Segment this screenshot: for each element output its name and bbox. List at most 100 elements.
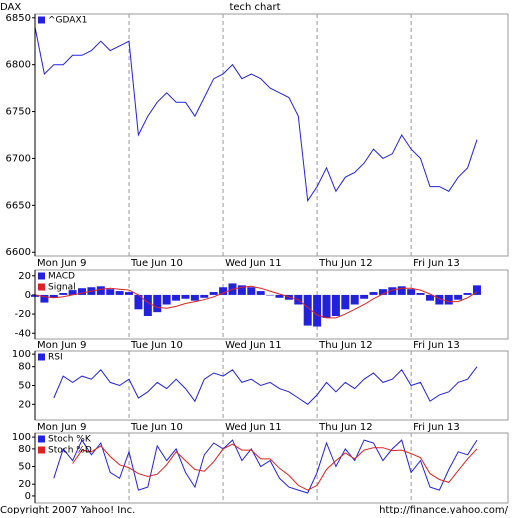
legend-swatch bbox=[38, 446, 45, 454]
series-line bbox=[34, 27, 478, 203]
histogram-bar bbox=[378, 289, 387, 295]
copyright: Copyright 2007 Yahoo! Inc. bbox=[0, 505, 135, 514]
x-tick-label: Thu Jun 12 bbox=[318, 422, 373, 433]
histogram-bar bbox=[416, 293, 425, 295]
panel-frame bbox=[34, 350, 509, 421]
histogram-bar bbox=[125, 292, 134, 295]
x-tick-label: Tue Jun 10 bbox=[130, 422, 183, 433]
histogram-bar bbox=[256, 291, 265, 295]
x-tick-label: Mon Jun 9 bbox=[37, 340, 86, 351]
series-line bbox=[53, 439, 478, 494]
y-tick-label: 6650 bbox=[6, 200, 31, 211]
x-tick-label: Wed Jun 11 bbox=[225, 422, 282, 433]
histogram-bar bbox=[407, 289, 416, 295]
y-tick-label: -20 bbox=[15, 309, 31, 320]
histogram-bar bbox=[247, 287, 256, 295]
series-line bbox=[53, 366, 478, 405]
histogram-bar bbox=[153, 294, 162, 313]
y-tick-label: 0 bbox=[25, 290, 31, 301]
histogram-bar bbox=[275, 294, 284, 298]
y-tick-label: 20 bbox=[18, 271, 31, 282]
histogram-bar bbox=[190, 294, 199, 301]
legend-label: ^GDAX1 bbox=[48, 16, 87, 26]
histogram-bar bbox=[68, 290, 77, 295]
y-axis-label: DAX bbox=[0, 2, 21, 13]
x-tick-label: Thu Jun 12 bbox=[318, 340, 373, 351]
legend-label: MACD bbox=[48, 272, 75, 282]
series-line bbox=[72, 443, 478, 491]
legend-label: Signal bbox=[48, 283, 76, 293]
histogram-bar bbox=[181, 294, 190, 299]
panel-frame bbox=[34, 13, 509, 257]
x-tick-label: Tue Jun 10 bbox=[130, 340, 183, 351]
y-tick-label: 80 bbox=[18, 444, 31, 455]
histogram-bar bbox=[162, 294, 171, 305]
y-tick-label: 80 bbox=[18, 362, 31, 373]
y-tick-label: 6700 bbox=[6, 153, 31, 164]
y-tick-label: 6750 bbox=[6, 107, 31, 118]
histogram-bar bbox=[115, 291, 124, 295]
histogram-bar bbox=[96, 286, 105, 295]
y-tick-label: 100 bbox=[12, 349, 31, 360]
legend-label: Stoch %K bbox=[48, 435, 92, 445]
histogram-bar bbox=[331, 294, 340, 316]
y-tick-label: 6800 bbox=[6, 60, 31, 71]
histogram-bar bbox=[303, 294, 312, 326]
series-line bbox=[34, 285, 478, 319]
x-tick-label: Fri Jun 13 bbox=[413, 258, 460, 269]
source-url: http://finance.yahoo.com/ bbox=[379, 505, 509, 514]
legend-swatch bbox=[38, 16, 45, 24]
x-tick-label: Fri Jun 13 bbox=[413, 340, 460, 351]
y-tick-label: 50 bbox=[18, 462, 31, 473]
histogram-bar bbox=[350, 294, 359, 305]
histogram-bar bbox=[106, 289, 115, 295]
y-tick-label: -40 bbox=[15, 328, 31, 339]
x-tick-label: Tue Jun 10 bbox=[130, 258, 183, 269]
histogram-bar bbox=[322, 294, 331, 318]
histogram-bar bbox=[209, 292, 218, 295]
histogram-bar bbox=[360, 294, 369, 299]
histogram-bar bbox=[313, 294, 322, 327]
histogram-bar bbox=[78, 288, 87, 295]
chart-title: tech chart bbox=[229, 2, 280, 13]
x-tick-label: Fri Jun 13 bbox=[413, 422, 460, 433]
histogram-bar bbox=[59, 293, 68, 295]
histogram-bar bbox=[463, 293, 472, 295]
histogram-bar bbox=[369, 292, 378, 295]
legend-label: RSI bbox=[48, 353, 63, 363]
x-tick-label: Thu Jun 12 bbox=[318, 258, 373, 269]
x-tick-label: Wed Jun 11 bbox=[225, 340, 282, 351]
y-tick-label: 100 bbox=[12, 432, 31, 443]
histogram-bar bbox=[472, 285, 481, 295]
histogram-bar bbox=[444, 294, 453, 305]
histogram-bar bbox=[219, 287, 228, 295]
histogram-bar bbox=[266, 294, 275, 296]
histogram-bar bbox=[49, 294, 58, 298]
histogram-bar bbox=[200, 294, 209, 298]
histogram-bar bbox=[397, 286, 406, 295]
y-tick-label: 20 bbox=[18, 479, 31, 490]
x-tick-label: Mon Jun 9 bbox=[37, 258, 86, 269]
histogram-bar bbox=[425, 294, 434, 301]
x-tick-label: Mon Jun 9 bbox=[37, 422, 86, 433]
histogram-bar bbox=[172, 294, 181, 301]
histogram-bar bbox=[143, 294, 152, 316]
legend-swatch bbox=[38, 272, 45, 280]
legend-swatch bbox=[38, 353, 45, 361]
y-tick-label: 6850 bbox=[6, 13, 31, 24]
panel-frame bbox=[34, 432, 509, 504]
histogram-bar bbox=[134, 294, 143, 310]
histogram-bar bbox=[40, 294, 49, 303]
y-tick-label: 50 bbox=[18, 381, 31, 392]
y-tick-label: 20 bbox=[18, 399, 31, 410]
legend-swatch bbox=[38, 435, 45, 443]
y-tick-label: 0 bbox=[25, 491, 31, 502]
histogram-bar bbox=[237, 285, 246, 295]
legend-label: Stoch %D bbox=[48, 446, 92, 456]
y-tick-label: 6600 bbox=[6, 247, 31, 258]
panel-frame bbox=[34, 269, 509, 340]
histogram-bar bbox=[435, 294, 444, 305]
x-tick-label: Wed Jun 11 bbox=[225, 258, 282, 269]
histogram-bar bbox=[341, 294, 350, 310]
